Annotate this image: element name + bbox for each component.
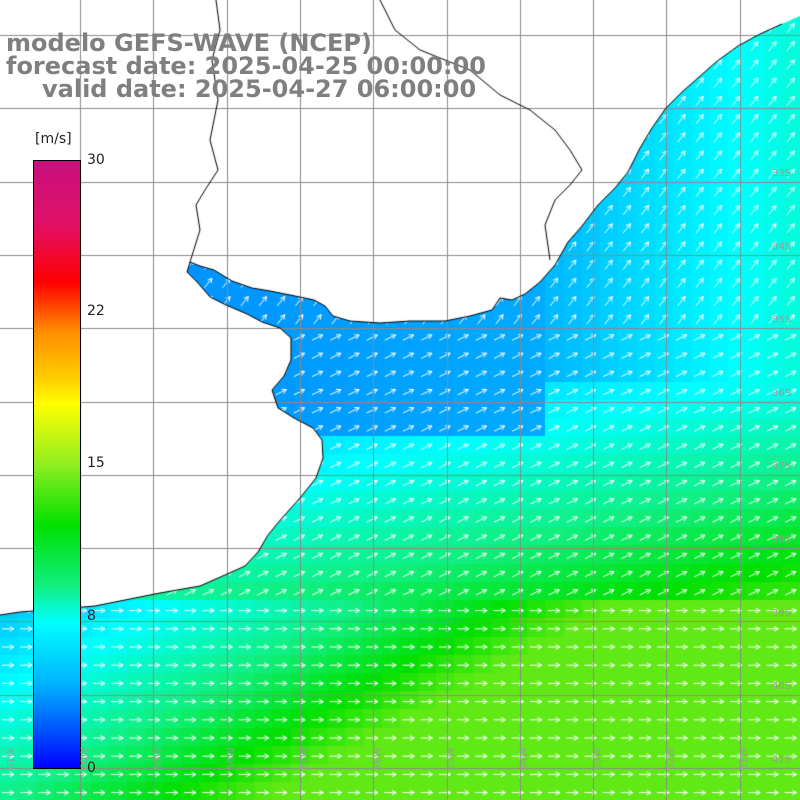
model-title: modelo GEFS-WAVE (NCEP) — [6, 29, 372, 57]
valid-date: valid date: 2025-04-27 06:00:00 — [42, 75, 477, 103]
colorbar-tick-22: 22 — [87, 303, 105, 319]
colorbar-tick-0: 0 — [87, 760, 96, 776]
colorbar-tick-15: 15 — [87, 455, 105, 471]
colorbar-tick-30: 30 — [87, 152, 105, 168]
colorbar-unit: [m/s] — [35, 131, 72, 147]
colorbar-tick-8: 8 — [87, 608, 96, 624]
colorbar — [33, 160, 81, 769]
forecast-date: forecast date: 2025-04-25 00:00:00 — [6, 52, 486, 80]
